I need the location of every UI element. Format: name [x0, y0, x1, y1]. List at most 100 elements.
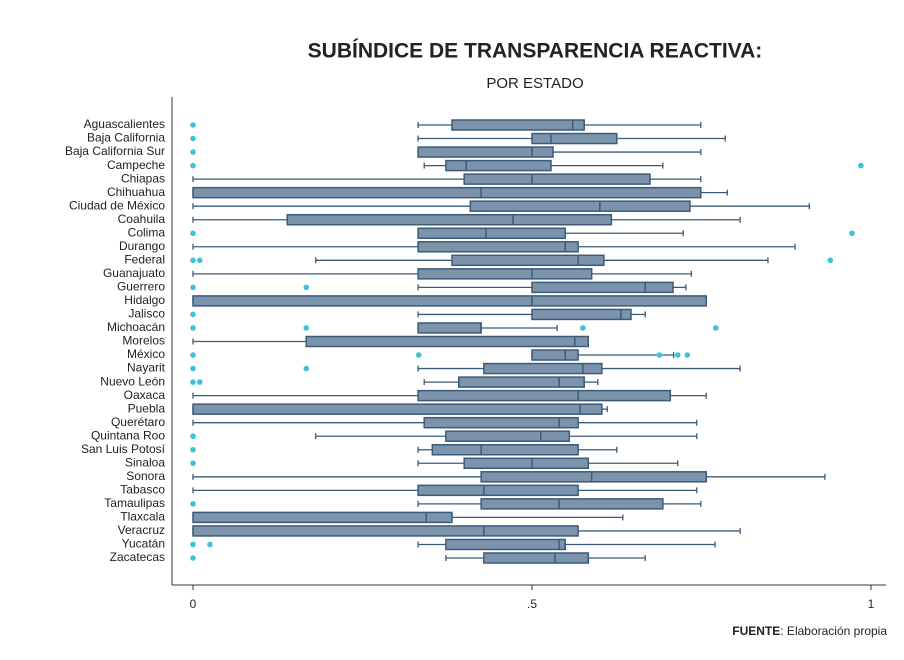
box — [417, 322, 482, 334]
box — [192, 295, 707, 307]
outlier — [207, 541, 213, 548]
box — [480, 471, 707, 483]
outlier — [674, 352, 681, 358]
source-note: FUENTE: Elaboración propia — [732, 624, 887, 638]
box — [417, 227, 566, 239]
category-label: Oaxaca — [124, 388, 166, 402]
category-label: Sinaloa — [125, 455, 165, 469]
box — [431, 444, 579, 456]
box — [463, 173, 651, 185]
category-label: Tamaulipas — [104, 496, 165, 510]
box — [531, 308, 632, 321]
box — [483, 552, 590, 564]
outlier — [580, 325, 586, 331]
box — [192, 186, 702, 199]
outlier — [684, 352, 691, 358]
box — [458, 376, 585, 388]
category-label: Hidalgo — [124, 293, 165, 307]
category-label: Querétaro — [111, 415, 165, 429]
category-label: México — [127, 347, 165, 361]
x-tick-label: .5 — [527, 597, 537, 611]
chart-title: SUBÍNDICE DE TRANSPARENCIA REACTIVA: — [308, 40, 763, 63]
outlier — [196, 379, 203, 385]
box — [445, 538, 566, 551]
category-label: Puebla — [128, 401, 166, 415]
category-label: Federal — [124, 252, 165, 266]
outlier — [656, 352, 663, 358]
box — [531, 281, 674, 294]
outlier — [849, 230, 855, 237]
box — [423, 416, 579, 429]
outlier — [190, 257, 196, 264]
category-label: Jalisco — [128, 307, 165, 321]
outlier — [190, 162, 196, 169]
box — [531, 349, 579, 361]
outlier — [190, 460, 196, 467]
category-label: Zacatecas — [110, 550, 165, 564]
outlier — [190, 379, 196, 385]
outlier — [190, 446, 196, 453]
category-label: Tabasco — [120, 483, 165, 497]
category-label: Aguascalientes — [84, 117, 165, 131]
x-tick-label: 0 — [190, 597, 197, 611]
category-label: Campeche — [107, 158, 165, 172]
box — [451, 254, 605, 267]
category-label: Ciudad de México — [69, 198, 165, 212]
outlier — [190, 230, 196, 237]
category-label: Guanajuato — [103, 266, 165, 280]
category-label: Coahuila — [118, 212, 166, 226]
outlier — [712, 325, 719, 331]
box — [417, 389, 672, 402]
box — [445, 159, 552, 172]
outlier — [190, 541, 196, 548]
outlier — [190, 149, 196, 155]
outlier — [190, 365, 196, 372]
category-label: Sonora — [126, 469, 165, 483]
box — [480, 498, 664, 510]
outlier — [303, 365, 310, 372]
box — [286, 213, 613, 226]
box — [531, 132, 618, 145]
outlier — [190, 501, 196, 507]
category-label: Veracruz — [118, 523, 165, 537]
outlier — [303, 325, 310, 331]
outlier — [190, 311, 196, 318]
box — [469, 200, 691, 212]
category-label: Durango — [119, 239, 165, 253]
source-text: : Elaboración propia — [780, 624, 887, 638]
box — [417, 484, 579, 497]
category-label: Michoacán — [107, 320, 165, 334]
box — [305, 335, 590, 348]
category-label: Baja California — [87, 131, 165, 145]
box — [445, 430, 571, 442]
outlier — [190, 352, 196, 358]
category-label: Yucatán — [122, 537, 165, 551]
category-label: Guerrero — [117, 280, 165, 294]
source-label: FUENTE — [732, 624, 780, 638]
outlier — [196, 257, 203, 264]
x-tick-label: 1 — [868, 597, 875, 611]
category-label: Chiapas — [121, 171, 165, 185]
box — [192, 511, 453, 524]
category-label: Tlaxcala — [120, 510, 165, 524]
box — [417, 241, 579, 253]
outlier — [190, 433, 196, 440]
box — [463, 457, 590, 470]
outlier — [190, 284, 196, 291]
category-label: Chihuahua — [107, 185, 165, 199]
box — [192, 403, 603, 415]
category-label: Baja California Sur — [65, 144, 165, 158]
category-label: Colima — [128, 225, 166, 239]
category-label: Morelos — [122, 334, 165, 348]
chart-subtitle: POR ESTADO — [486, 75, 583, 92]
box — [483, 362, 603, 375]
outlier — [190, 555, 196, 561]
outlier — [858, 162, 864, 169]
box — [192, 525, 579, 537]
category-label: Nayarit — [127, 361, 166, 375]
outlier — [415, 352, 422, 358]
outlier — [303, 284, 310, 291]
category-label: Nuevo León — [100, 374, 165, 388]
outlier — [190, 135, 196, 142]
